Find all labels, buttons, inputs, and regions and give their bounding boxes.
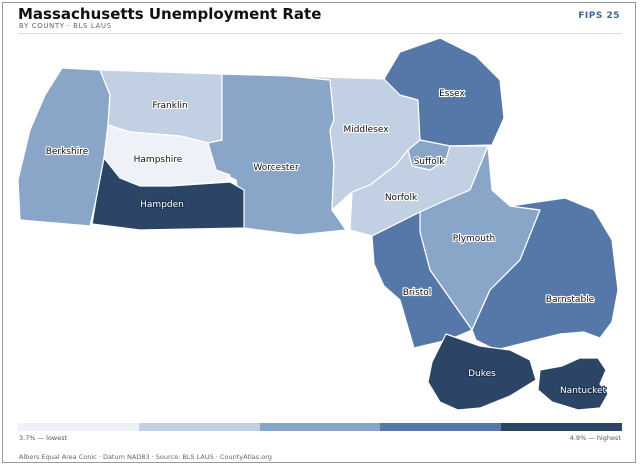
label-essex: Essex xyxy=(439,89,465,99)
county-essex[interactable] xyxy=(383,37,505,147)
color-legend xyxy=(18,423,622,431)
county-barnstable[interactable] xyxy=(471,197,619,351)
legend-class-3 xyxy=(259,423,381,431)
county-dukes[interactable] xyxy=(427,333,537,411)
legend-high-label: 4.9% — highest xyxy=(569,434,621,442)
label-worcester: Worcester xyxy=(253,163,299,173)
county-hampden[interactable] xyxy=(91,157,245,231)
label-nantucket: Nantucket xyxy=(560,386,607,396)
label-bristol: Bristol xyxy=(403,288,432,298)
header-divider xyxy=(18,33,622,34)
legend-class-4 xyxy=(380,423,502,431)
label-dukes: Dukes xyxy=(468,369,496,379)
label-suffolk: Suffolk xyxy=(414,157,446,167)
label-hampshire: Hampshire xyxy=(134,155,183,165)
map-title: Massachusetts Unemployment Rate xyxy=(18,5,322,23)
legend-class-2 xyxy=(138,423,260,431)
label-middlesex: Middlesex xyxy=(343,125,389,135)
legend-class-5 xyxy=(501,423,622,431)
legend-low-label: 3.7% — lowest xyxy=(19,434,68,442)
label-franklin: Franklin xyxy=(152,101,187,111)
map-subtitle: BY COUNTY · BLS LAUS xyxy=(19,22,112,30)
label-hampden: Hampden xyxy=(140,200,184,210)
label-barnstable: Barnstable xyxy=(546,295,595,305)
county-nantucket[interactable] xyxy=(537,357,609,411)
label-plymouth: Plymouth xyxy=(453,234,495,244)
county-labels: Berkshire Franklin Hampshire Hampden Wor… xyxy=(45,88,608,397)
label-berkshire: Berkshire xyxy=(46,147,89,157)
map-footer-note: Albers Equal Area Conic · Datum NAD83 · … xyxy=(19,453,272,461)
legend-class-1 xyxy=(18,423,139,431)
fips-code: FIPS 25 xyxy=(578,11,620,21)
label-norfolk: Norfolk xyxy=(385,193,418,203)
county-shapes xyxy=(17,37,619,411)
